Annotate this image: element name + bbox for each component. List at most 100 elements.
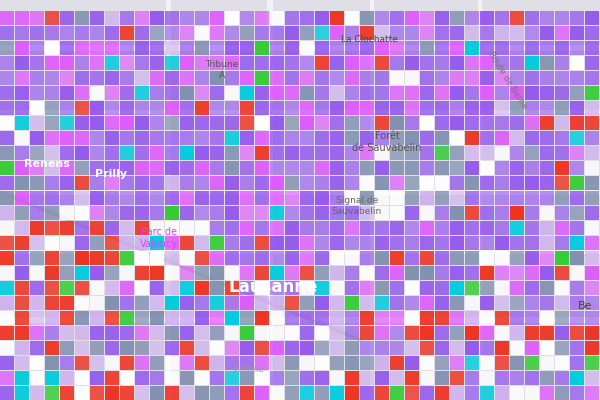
Bar [540, 41, 554, 55]
Bar [315, 206, 329, 220]
Bar [480, 221, 494, 235]
Bar [30, 311, 44, 325]
Bar [540, 281, 554, 295]
Bar [555, 161, 569, 175]
Bar [90, 101, 104, 115]
Bar [375, 56, 389, 70]
Bar [75, 266, 89, 280]
Bar [435, 191, 449, 205]
Bar [478, 0, 482, 400]
Bar [15, 161, 29, 175]
Bar [150, 86, 164, 100]
Bar [480, 311, 494, 325]
Bar [105, 131, 119, 145]
Bar [510, 281, 524, 295]
Bar [315, 371, 329, 385]
Bar [465, 221, 479, 235]
Bar [375, 191, 389, 205]
Bar [405, 191, 419, 205]
Bar [435, 296, 449, 310]
Bar [405, 371, 419, 385]
Bar [555, 191, 569, 205]
Bar [450, 296, 464, 310]
Bar [315, 251, 329, 265]
Bar [75, 131, 89, 145]
Bar [405, 101, 419, 115]
Bar [30, 86, 44, 100]
Bar [300, 101, 314, 115]
Bar [15, 371, 29, 385]
Bar [390, 341, 404, 355]
Bar [270, 341, 284, 355]
Bar [0, 110, 600, 114]
Bar [375, 356, 389, 370]
Bar [120, 26, 134, 40]
Bar [375, 146, 389, 160]
Bar [495, 206, 509, 220]
Bar [150, 26, 164, 40]
Bar [510, 221, 524, 235]
Bar [360, 236, 374, 250]
Bar [525, 371, 539, 385]
Bar [240, 101, 254, 115]
Bar [300, 326, 314, 340]
Bar [345, 251, 359, 265]
Bar [165, 56, 179, 70]
Bar [105, 11, 119, 25]
Bar [60, 131, 74, 145]
Bar [420, 266, 434, 280]
Bar [90, 176, 104, 190]
Bar [285, 26, 299, 40]
Bar [390, 371, 404, 385]
Bar [405, 131, 419, 145]
Bar [165, 371, 179, 385]
Bar [495, 191, 509, 205]
Bar [540, 161, 554, 175]
Bar [420, 86, 434, 100]
Bar [375, 26, 389, 40]
Bar [150, 101, 164, 115]
Bar [405, 221, 419, 235]
Bar [585, 146, 599, 160]
Text: Lausanne: Lausanne [229, 278, 317, 296]
Bar [75, 41, 89, 55]
Bar [330, 206, 344, 220]
Bar [180, 386, 194, 400]
Bar [315, 86, 329, 100]
Bar [60, 311, 74, 325]
Bar [450, 26, 464, 40]
Bar [210, 266, 224, 280]
Bar [525, 326, 539, 340]
Bar [15, 26, 29, 40]
Bar [330, 176, 344, 190]
Bar [510, 326, 524, 340]
Bar [375, 296, 389, 310]
Bar [540, 86, 554, 100]
Bar [120, 191, 134, 205]
Bar [435, 281, 449, 295]
Bar [75, 356, 89, 370]
Bar [75, 296, 89, 310]
Bar [570, 386, 584, 400]
Bar [540, 101, 554, 115]
Bar [540, 11, 554, 25]
Bar [195, 206, 209, 220]
Bar [405, 86, 419, 100]
Bar [345, 146, 359, 160]
Bar [270, 56, 284, 70]
Bar [570, 356, 584, 370]
Bar [345, 236, 359, 250]
Bar [225, 296, 239, 310]
Bar [585, 296, 599, 310]
Bar [270, 146, 284, 160]
Bar [465, 326, 479, 340]
Bar [285, 191, 299, 205]
Bar [105, 116, 119, 130]
Bar [315, 236, 329, 250]
Bar [330, 146, 344, 160]
Bar [45, 191, 59, 205]
Bar [360, 341, 374, 355]
Bar [180, 296, 194, 310]
Bar [0, 131, 14, 145]
Bar [300, 371, 314, 385]
